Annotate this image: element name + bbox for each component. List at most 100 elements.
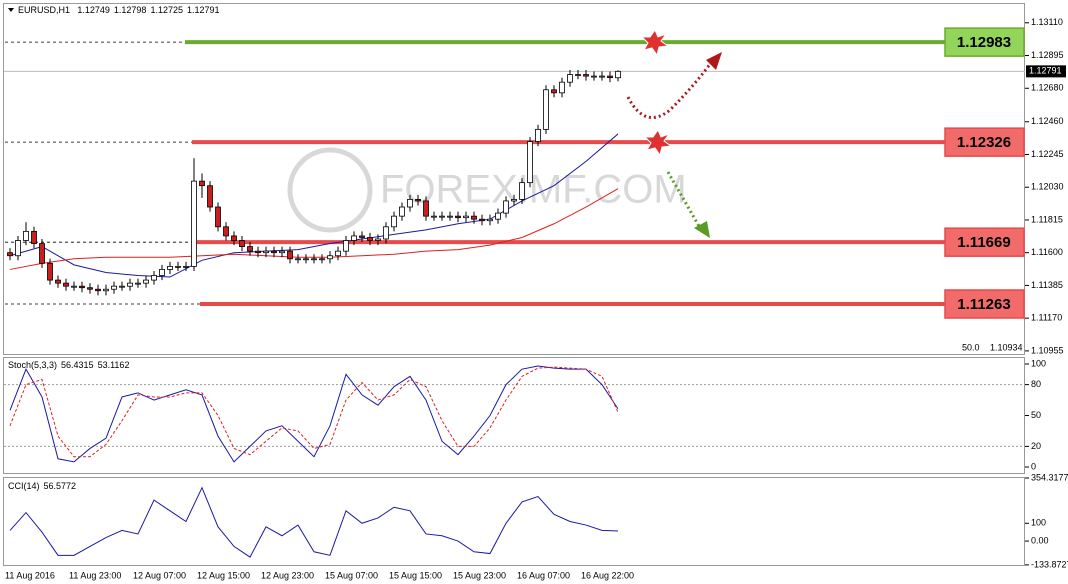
arrow-head bbox=[706, 52, 722, 70]
level-box bbox=[944, 127, 1025, 157]
level-label: 1.11263 bbox=[957, 296, 1010, 313]
open: 1.12749 bbox=[77, 5, 110, 15]
cci-title: CCI(14) 56.5772 bbox=[8, 481, 76, 491]
x-tick-label: 12 Aug 23:00 bbox=[261, 570, 314, 580]
stoch-main: 56.4315 bbox=[61, 360, 94, 370]
y-tick-label: 1.12895 bbox=[1031, 50, 1064, 60]
x-tick-label: 12 Aug 07:00 bbox=[133, 570, 186, 580]
candle-body bbox=[199, 180, 205, 187]
candle-body bbox=[159, 269, 165, 276]
level-label: 1.12983 bbox=[957, 34, 1011, 51]
candle-body bbox=[111, 285, 117, 290]
candle-body bbox=[303, 258, 309, 261]
candle-body bbox=[55, 279, 61, 284]
y-tick-label: 1.12680 bbox=[1031, 83, 1064, 93]
candle-body bbox=[223, 226, 229, 237]
candle-body bbox=[47, 262, 53, 281]
y-tick-label: 1.10955 bbox=[1031, 345, 1064, 355]
arrow-head bbox=[694, 221, 710, 238]
candle-body bbox=[63, 282, 69, 287]
candle-body bbox=[343, 240, 349, 252]
cci-value: 56.5772 bbox=[44, 481, 77, 491]
candle-body bbox=[183, 265, 189, 268]
y-tick-label: 1.11385 bbox=[1031, 280, 1063, 290]
candle-body bbox=[359, 235, 365, 238]
candle-body bbox=[407, 199, 413, 208]
candle-body bbox=[319, 258, 325, 261]
y-tick-label: 0.00 bbox=[1031, 535, 1049, 545]
star bbox=[640, 28, 670, 57]
candle-body bbox=[367, 237, 373, 241]
candle-body bbox=[447, 215, 453, 218]
indicator-line bbox=[9, 486, 619, 558]
candle-body bbox=[487, 218, 493, 222]
candle-body bbox=[175, 265, 181, 268]
x-tick-label: 15 Aug 23:00 bbox=[453, 570, 506, 580]
candle-body bbox=[423, 200, 429, 217]
y-tick-label: 20 bbox=[1031, 441, 1041, 451]
candle-body bbox=[207, 185, 213, 208]
x-tick-label: 11 Aug 2016 bbox=[5, 570, 55, 580]
y-tick-label: 1.11170 bbox=[1031, 313, 1062, 323]
x-tick-label: 16 Aug 22:00 bbox=[581, 570, 634, 580]
y-tick-label: 50 bbox=[1031, 410, 1041, 420]
candle-body bbox=[399, 206, 405, 217]
stoch-name: Stoch(5,3,3) bbox=[8, 360, 57, 370]
moving-average bbox=[9, 133, 619, 278]
candle-body bbox=[335, 250, 341, 257]
header: EURUSD,H1 1.12749 1.12798 1.12725 1.12791 bbox=[18, 5, 220, 15]
x-tick-label: 15 Aug 15:00 bbox=[389, 570, 442, 580]
candle-body bbox=[7, 252, 13, 257]
stoch-signal: 53.1162 bbox=[98, 360, 130, 370]
stoch-panel bbox=[3, 357, 1025, 474]
y-tick-label: 1.11815 bbox=[1031, 214, 1063, 224]
candle-body bbox=[127, 282, 133, 287]
candle-body bbox=[575, 74, 581, 76]
scale-label: 1.10934 bbox=[990, 342, 1023, 352]
candle-body bbox=[327, 255, 333, 260]
candle-body bbox=[495, 212, 501, 220]
price-label: 1.12791 bbox=[1029, 66, 1062, 76]
candle-body bbox=[71, 285, 77, 288]
candle-body bbox=[95, 288, 101, 292]
candle-body bbox=[567, 74, 573, 83]
candle-body bbox=[543, 89, 549, 130]
candle-body bbox=[31, 230, 37, 244]
candle-body bbox=[351, 235, 357, 241]
candle-body bbox=[551, 89, 557, 94]
watermark: FOREXIMF.COM bbox=[380, 168, 687, 212]
menu-triangle bbox=[8, 8, 14, 12]
candle-body bbox=[263, 250, 269, 254]
x-tick-label: 12 Aug 15:00 bbox=[197, 570, 250, 580]
candle-body bbox=[191, 180, 197, 267]
candle-body bbox=[615, 70, 621, 79]
candle-body bbox=[463, 215, 469, 219]
price-box bbox=[1026, 65, 1066, 78]
candle-body bbox=[607, 75, 613, 79]
y-tick-label: 354.3177 bbox=[1031, 472, 1068, 482]
close: 1.12791 bbox=[187, 5, 220, 15]
candle-body bbox=[119, 285, 125, 288]
x-tick-label: 11 Aug 23:00 bbox=[69, 570, 121, 580]
candle-body bbox=[535, 128, 541, 142]
candle-body bbox=[87, 287, 93, 290]
candle-body bbox=[103, 288, 109, 292]
candle-body bbox=[415, 199, 421, 202]
stoch-title: Stoch(5,3,3) 56.4315 53.1162 bbox=[8, 360, 129, 370]
cci-name: CCI(14) bbox=[8, 481, 40, 491]
level-label: 1.11669 bbox=[957, 234, 1010, 251]
candle-body bbox=[231, 235, 237, 241]
down-arrow bbox=[666, 171, 702, 229]
candle-body bbox=[215, 206, 221, 228]
candle-body bbox=[151, 275, 157, 281]
main-panel bbox=[3, 3, 1025, 355]
candle-body bbox=[247, 246, 253, 252]
candle-body bbox=[143, 279, 149, 284]
indicator-line bbox=[9, 365, 619, 463]
candle-body bbox=[375, 238, 381, 241]
y-tick-label: 100 bbox=[1031, 518, 1046, 528]
candle-body bbox=[391, 215, 397, 228]
high: 1.12798 bbox=[114, 5, 147, 15]
